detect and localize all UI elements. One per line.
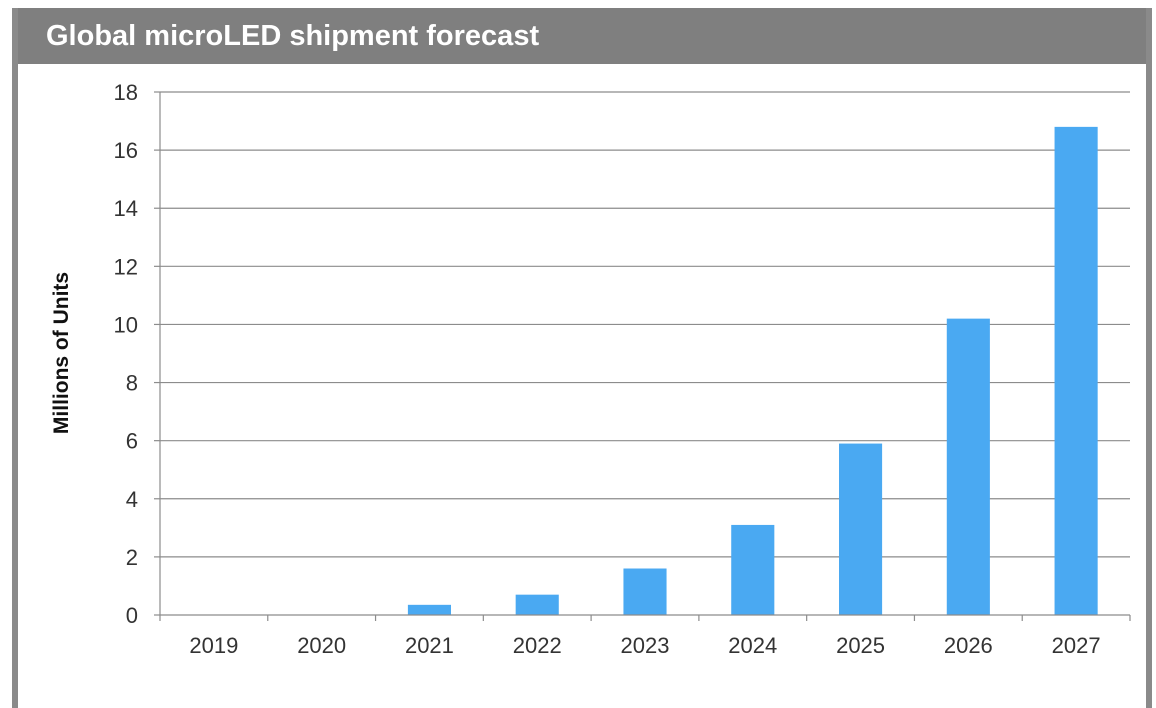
y-axis-label: Millions of Units [50, 272, 73, 434]
y-tick-label: 2 [126, 545, 138, 570]
x-tick-label: 2027 [1052, 633, 1101, 658]
y-tick-label: 6 [126, 429, 138, 454]
x-tick-label: 2024 [728, 633, 777, 658]
y-tick-label: 8 [126, 371, 138, 396]
bar-2023 [623, 568, 667, 615]
y-tick-label: 12 [114, 254, 138, 279]
y-tick-label: 10 [114, 312, 138, 337]
bar-2026 [946, 318, 990, 615]
chart-title: Global microLED shipment forecast [18, 8, 1146, 64]
bar-2027 [1054, 126, 1098, 615]
y-tick-label: 4 [126, 487, 138, 512]
x-tick-label: 2021 [405, 633, 454, 658]
y-tick-label: 18 [114, 80, 138, 105]
bar-2024 [731, 524, 775, 615]
y-tick-label: 0 [126, 603, 138, 628]
y-tick-label: 16 [114, 138, 138, 163]
x-tick-label: 2023 [621, 633, 670, 658]
bar-2022 [515, 594, 559, 615]
x-tick-label: 2022 [513, 633, 562, 658]
y-tick-label: 14 [114, 196, 138, 221]
bar-2021 [407, 604, 451, 615]
bar-2025 [839, 443, 883, 615]
x-tick-label: 2025 [836, 633, 885, 658]
x-tick-label: 2019 [189, 633, 238, 658]
x-tick-label: 2020 [297, 633, 346, 658]
x-tick-label: 2026 [944, 633, 993, 658]
